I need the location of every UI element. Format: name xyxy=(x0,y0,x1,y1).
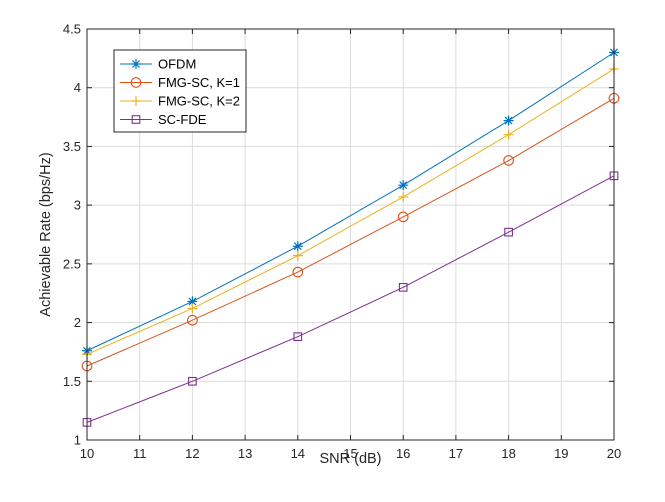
legend: OFDM FMG-SC, K=1 FMG-SC, K=2 SC-FDE xyxy=(113,49,247,133)
data-point-sc-fde xyxy=(188,376,197,386)
data-point-ofdm xyxy=(503,115,514,126)
y-tick-label: 2 xyxy=(74,315,81,330)
data-point-fmg-sc-k-2 xyxy=(503,129,514,140)
data-point-ofdm xyxy=(292,241,303,252)
data-point-fmg-sc-k-1 xyxy=(292,266,304,278)
y-tick-label: 1 xyxy=(74,433,81,448)
data-point-fmg-sc-k-2 xyxy=(292,250,303,261)
legend-entry-fmg-sc-k-2: FMG-SC, K=2 xyxy=(120,94,240,109)
data-point-fmg-sc-k-2 xyxy=(187,303,198,314)
series-line-fmg-sc-k-2 xyxy=(86,68,615,355)
y-tick-label: 2.5 xyxy=(63,256,81,271)
legend-marker-ofdm xyxy=(131,59,141,69)
legend-entry-sc-fde: SC-FDE xyxy=(120,112,207,127)
series-line-fmg-sc-k-1 xyxy=(86,97,615,367)
y-tick-label: 3 xyxy=(74,198,81,213)
y-tick-label: 1.5 xyxy=(63,374,81,389)
x-tick-label: 12 xyxy=(185,446,199,461)
x-tick-label: 14 xyxy=(291,446,305,461)
x-tick-label: 11 xyxy=(133,446,147,461)
legend-label-sc-fde: SC-FDE xyxy=(158,112,207,127)
y-tick-label: 3.5 xyxy=(63,139,81,154)
x-tick-label: 19 xyxy=(554,446,568,461)
legend-marker-sc-fde xyxy=(131,115,141,124)
data-point-sc-fde xyxy=(398,282,408,292)
series-line-ofdm xyxy=(86,52,615,352)
data-point-fmg-sc-k-1 xyxy=(397,211,409,223)
x-axis-ticks: 10 11 12 13 14 15 16 17 18 19 20 xyxy=(80,29,621,461)
y-tick-label: 4.5 xyxy=(63,22,81,37)
legend-label-ofdm: OFDM xyxy=(158,57,196,72)
data-point-fmg-sc-k-1 xyxy=(187,314,198,326)
legend-label-fmg-sc-k-1: FMG-SC, K=1 xyxy=(158,75,240,90)
series-line-sc-fde xyxy=(86,175,615,423)
x-tick-label: 15 xyxy=(343,446,357,461)
legend-entry-fmg-sc-k-1: FMG-SC, K=1 xyxy=(120,75,240,90)
x-tick-label: 18 xyxy=(501,446,515,461)
y-axis-label: Achievable Rate (bps/Hz) xyxy=(38,152,54,316)
series-layer xyxy=(81,47,620,427)
legend-entry-ofdm: OFDM xyxy=(120,57,196,72)
x-tick-label: 16 xyxy=(396,446,410,461)
legend-label-fmg-sc-k-2: FMG-SC, K=2 xyxy=(158,94,240,109)
data-point-fmg-sc-k-1 xyxy=(503,155,514,166)
series-fmg-sc-k-1 xyxy=(81,92,620,372)
data-point-sc-fde xyxy=(293,332,303,342)
legend-marker-fmg-sc-k-1 xyxy=(130,77,142,88)
x-axis-label: SNR (dB) xyxy=(319,451,381,467)
x-tick-label: 20 xyxy=(607,446,621,461)
x-tick-label: 17 xyxy=(449,446,463,461)
data-point-sc-fde xyxy=(504,227,513,237)
legend-marker-fmg-sc-k-2 xyxy=(131,96,141,106)
data-point-fmg-sc-k-2 xyxy=(398,191,409,202)
y-axis-ticks: 1 1.5 2 2.5 3 3.5 4 4.5 xyxy=(63,22,614,448)
y-tick-label: 4 xyxy=(74,80,81,95)
data-point-ofdm xyxy=(187,296,198,307)
x-tick-label: 13 xyxy=(238,446,252,461)
x-tick-label: 10 xyxy=(80,446,94,461)
data-point-ofdm xyxy=(398,180,409,191)
